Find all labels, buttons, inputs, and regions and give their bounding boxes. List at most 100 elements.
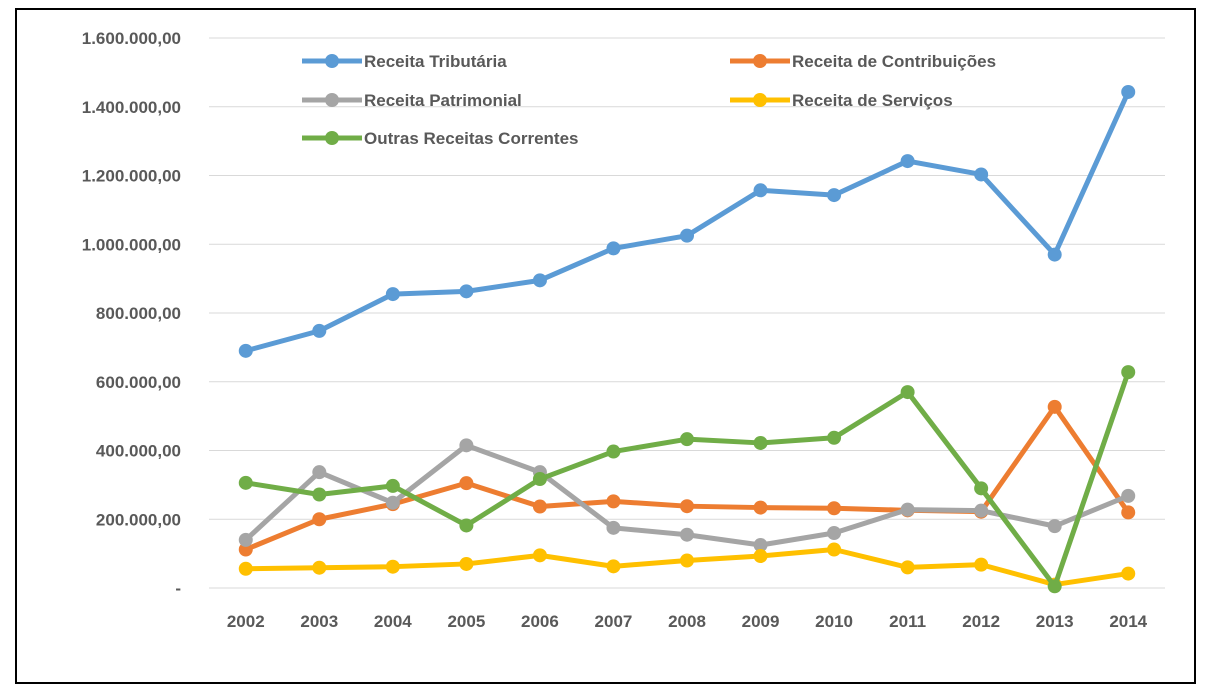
legend-marker (325, 131, 339, 145)
legend-label: Receita Patrimonial (364, 91, 522, 110)
data-point (1121, 488, 1136, 503)
data-point (238, 532, 253, 547)
x-tick-label: 2002 (227, 612, 265, 631)
data-point (385, 495, 400, 510)
data-point (680, 553, 694, 568)
x-tick-label: 2009 (742, 612, 780, 631)
data-point (1047, 579, 1062, 594)
data-point (1047, 519, 1062, 534)
data-point (680, 228, 694, 243)
data-point (1047, 399, 1062, 414)
data-point (974, 557, 989, 572)
data-point (459, 438, 474, 453)
data-point (753, 435, 768, 450)
legend-label: Outras Receitas Correntes (364, 129, 578, 148)
data-point (974, 167, 989, 182)
data-point (974, 503, 989, 518)
x-tick-label: 2010 (815, 612, 853, 631)
data-point (532, 548, 547, 563)
legend-marker (753, 93, 767, 107)
y-tick-label: 400.000,00 (96, 442, 181, 461)
data-point (385, 478, 400, 493)
data-point (827, 430, 842, 445)
legend-item: Receita Patrimonial (302, 91, 522, 110)
x-tick-label: 2011 (889, 612, 926, 631)
data-point (385, 559, 400, 574)
series-receita-tribut-ria (238, 84, 1136, 358)
data-point (312, 323, 327, 338)
x-tick-label: 2013 (1036, 612, 1074, 631)
data-point (680, 499, 694, 514)
data-point (312, 487, 327, 502)
data-point (753, 549, 768, 564)
data-point (312, 560, 327, 575)
data-point (385, 287, 400, 302)
data-point (238, 343, 253, 358)
x-tick-label: 2008 (668, 612, 706, 631)
x-tick-label: 2007 (595, 612, 633, 631)
y-tick-label: 800.000,00 (96, 304, 181, 323)
data-point (1121, 505, 1136, 520)
data-point (1121, 566, 1136, 581)
data-point (1121, 365, 1136, 380)
y-axis-tick-labels: - 200.000,00 400.000,00 600.000,00 800.000,0… (82, 29, 181, 598)
data-point (459, 518, 474, 533)
data-point (827, 501, 842, 516)
legend-marker (753, 54, 767, 68)
data-point (680, 432, 694, 447)
data-point (900, 154, 915, 169)
series-lines (238, 84, 1136, 594)
chart-frame: - 200.000,00 400.000,00 600.000,00 800.000,0… (15, 8, 1196, 684)
data-point (753, 500, 768, 515)
data-point (459, 284, 474, 299)
data-point (753, 538, 768, 553)
data-point (680, 527, 694, 542)
data-point (238, 542, 253, 557)
data-point (459, 476, 474, 491)
x-tick-label: 2004 (374, 612, 412, 631)
legend-item: Outras Receitas Correntes (302, 129, 578, 148)
data-point (606, 241, 621, 256)
y-tick-label: 1.600.000,00 (82, 29, 181, 48)
legend-item: Receita de Contribuições (730, 52, 996, 71)
legend-item: Receita de Serviços (730, 91, 953, 110)
y-tick-label: - (175, 579, 181, 598)
data-point (827, 542, 842, 557)
x-tick-label: 2005 (447, 612, 485, 631)
series-outras-receitas-correntes (238, 365, 1136, 594)
data-point (532, 499, 547, 514)
x-tick-label: 2014 (1109, 612, 1147, 631)
data-point (606, 494, 621, 509)
data-point (606, 520, 621, 535)
data-point (459, 556, 474, 571)
data-point (238, 561, 253, 576)
data-point (900, 502, 915, 517)
series-receita-de-servi-os (238, 542, 1136, 592)
data-point (606, 559, 621, 574)
x-tick-label: 2003 (300, 612, 338, 631)
gridlines (209, 37, 1165, 589)
x-tick-label: 2012 (962, 612, 1000, 631)
data-point (238, 475, 253, 490)
y-tick-label: 1.000.000,00 (82, 235, 181, 254)
data-point (900, 385, 915, 400)
data-point (827, 526, 842, 540)
data-point (827, 188, 842, 203)
y-tick-label: 200.000,00 (96, 510, 181, 529)
data-point (900, 560, 915, 575)
legend-item: Receita Tributária (302, 52, 507, 71)
data-point (532, 472, 547, 487)
x-axis-tick-labels: 2002 2003 2004 2005 2006 2007 2008 2009 2010 2011… (227, 612, 1148, 631)
legend-marker (325, 93, 339, 107)
y-tick-label: 600.000,00 (96, 373, 181, 392)
legend-label: Receita de Contribuições (792, 52, 996, 71)
data-point (606, 444, 621, 459)
data-point (753, 183, 768, 198)
legend-label: Receita de Serviços (792, 91, 953, 110)
data-point (312, 512, 327, 527)
data-point (532, 273, 547, 288)
data-point (1047, 247, 1062, 262)
y-tick-label: 1.400.000,00 (82, 98, 181, 117)
series-receita-patrimonial (238, 438, 1136, 553)
data-point (974, 481, 989, 496)
